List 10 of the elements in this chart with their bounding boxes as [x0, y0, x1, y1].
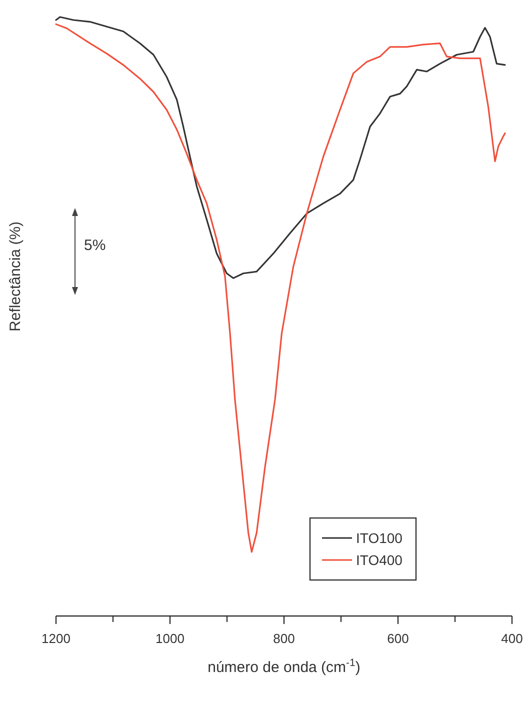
x-tick-label: 600	[387, 631, 409, 646]
x-tick-label: 1000	[156, 631, 184, 646]
x-tick-label: 400	[501, 631, 523, 646]
y-axis-title: Reflectância (%)	[7, 221, 24, 332]
x-axis-title: número de onda (cm$^{-1}$)	[208, 657, 360, 676]
x-tick-label: 1200	[42, 631, 70, 646]
x-tick-label: 800	[273, 631, 295, 646]
legend-label: ITO100	[356, 530, 403, 546]
legend-label: ITO400	[356, 552, 403, 568]
annotation: 5%	[84, 237, 106, 254]
